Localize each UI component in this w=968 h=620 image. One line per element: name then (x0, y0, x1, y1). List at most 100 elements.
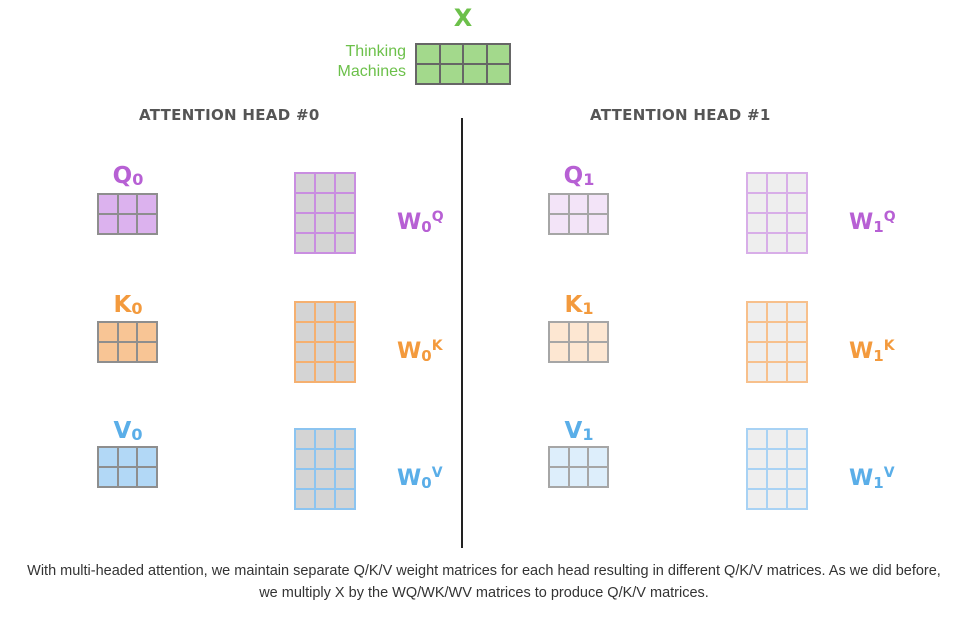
matrix-cell (99, 215, 117, 233)
matrix-cell (569, 343, 588, 361)
matrix-cell (417, 45, 439, 63)
matrix-cell (748, 450, 766, 468)
w0k-matrix (294, 301, 356, 383)
matrix-cell (296, 214, 314, 232)
w1k-label: W1K (849, 338, 895, 365)
matrix-cell (550, 323, 568, 341)
matrix-cell (296, 303, 314, 321)
w1v-label: W1V (849, 465, 895, 492)
figure-caption: With multi-headed attention, we maintain… (27, 563, 941, 601)
matrix-cell (748, 174, 766, 192)
matrix-cell (118, 323, 137, 341)
matrix-cell (336, 303, 354, 321)
matrix-cell (748, 194, 766, 212)
w0q-matrix (294, 172, 356, 254)
head-1-title: ATTENTION HEAD #1 (590, 106, 771, 124)
head-0-title: ATTENTION HEAD #0 (139, 106, 320, 124)
matrix-cell (768, 450, 786, 468)
matrix-cell (768, 490, 786, 508)
matrix-cell (788, 194, 806, 212)
matrix-cell (118, 195, 137, 213)
matrix-cell (768, 234, 786, 252)
matrix-cell (550, 468, 568, 486)
matrix-cell (569, 448, 588, 466)
k0-label: K0 (113, 292, 143, 318)
q0-label: Q0 (112, 163, 144, 189)
matrix-cell (138, 448, 156, 466)
matrix-cell (296, 450, 314, 468)
matrix-cell (748, 303, 766, 321)
matrix-cell (296, 323, 314, 341)
matrix-cell (440, 65, 462, 83)
matrix-cell (464, 65, 486, 83)
w1q-matrix (746, 172, 808, 254)
matrix-cell (138, 468, 156, 486)
matrix-cell (336, 363, 354, 381)
matrix-cell (316, 470, 334, 488)
matrix-cell (569, 323, 588, 341)
matrix-cell (99, 323, 117, 341)
x-row-label-machines: Machines (337, 63, 406, 80)
x-matrix (415, 43, 511, 85)
matrix-cell (336, 174, 354, 192)
matrix-cell (464, 45, 486, 63)
matrix-cell (788, 430, 806, 448)
w1q-label: W1Q (849, 209, 896, 236)
w0v-matrix (294, 428, 356, 510)
v1-matrix (548, 446, 609, 488)
matrix-cell (589, 323, 607, 341)
matrix-cell (316, 450, 334, 468)
matrix-cell (569, 468, 588, 486)
matrix-cell (748, 470, 766, 488)
matrix-cell (569, 215, 588, 233)
matrix-cell (296, 343, 314, 361)
matrix-cell (336, 430, 354, 448)
k1-label: K1 (564, 292, 594, 318)
matrix-cell (316, 174, 334, 192)
matrix-cell (336, 450, 354, 468)
matrix-cell (296, 234, 314, 252)
matrix-cell (296, 174, 314, 192)
matrix-cell (748, 430, 766, 448)
w0q-label: W0Q (397, 209, 444, 236)
matrix-cell (316, 490, 334, 508)
matrix-cell (550, 195, 568, 213)
matrix-cell (768, 343, 786, 361)
matrix-cell (118, 448, 137, 466)
matrix-cell (440, 45, 462, 63)
x-row-labels: Thinking Machines (300, 42, 406, 82)
matrix-cell (487, 65, 509, 83)
matrix-cell (550, 343, 568, 361)
matrix-cell (788, 234, 806, 252)
matrix-cell (748, 490, 766, 508)
v0-matrix (97, 446, 158, 488)
matrix-cell (316, 430, 334, 448)
matrix-cell (138, 343, 156, 361)
q1-label: Q1 (563, 163, 595, 189)
w1k-matrix (746, 301, 808, 383)
matrix-cell (748, 363, 766, 381)
matrix-cell (316, 303, 334, 321)
matrix-cell (788, 214, 806, 232)
matrix-cell (788, 470, 806, 488)
matrix-cell (99, 448, 117, 466)
matrix-cell (589, 343, 607, 361)
matrix-cell (788, 323, 806, 341)
matrix-cell (748, 234, 766, 252)
matrix-cell (487, 45, 509, 63)
matrix-cell (296, 194, 314, 212)
matrix-cell (296, 490, 314, 508)
v1-label: V1 (564, 418, 594, 444)
matrix-cell (138, 195, 156, 213)
matrix-cell (316, 194, 334, 212)
matrix-cell (768, 174, 786, 192)
matrix-cell (336, 234, 354, 252)
matrix-cell (316, 343, 334, 361)
matrix-cell (589, 468, 607, 486)
matrix-cell (768, 194, 786, 212)
x-row-label-thinking: Thinking (345, 43, 406, 60)
matrix-cell (589, 195, 607, 213)
matrix-cell (788, 174, 806, 192)
matrix-cell (138, 215, 156, 233)
heads-divider (461, 118, 463, 548)
